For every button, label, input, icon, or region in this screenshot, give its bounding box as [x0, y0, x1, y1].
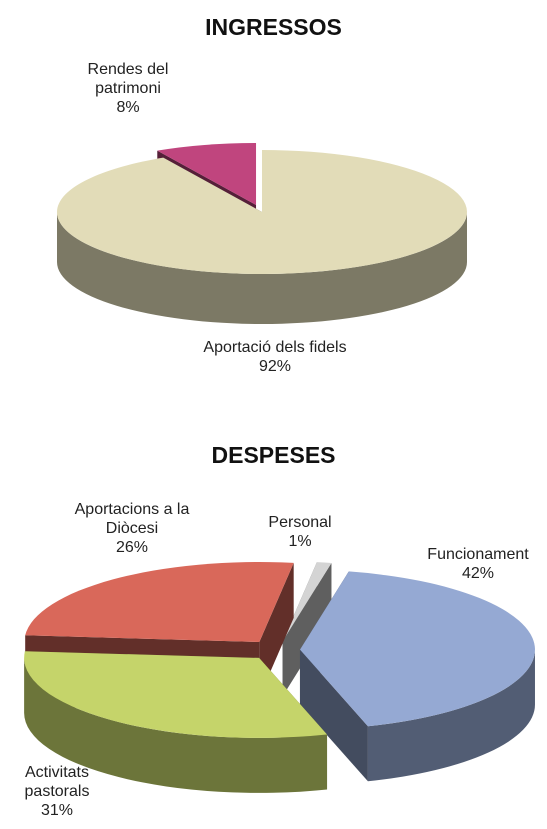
slice-label: Activitats pastorals 31% — [7, 763, 107, 820]
slice-label: Aportacions a la Diòcesi 26% — [67, 500, 197, 557]
slice — [157, 142, 257, 205]
slice-label: Rendes del patrimoni 8% — [68, 60, 188, 117]
slice — [299, 571, 535, 727]
slice-cut — [259, 562, 294, 697]
value-label: 1% — [288, 533, 312, 550]
value-label: 42% — [461, 565, 495, 582]
slice-side — [367, 649, 535, 782]
slice-label: Aportació dels fidels 92% — [175, 338, 375, 376]
value-label: 26% — [115, 539, 149, 556]
category-label: Activitats pastorals — [24, 764, 90, 800]
slice — [24, 651, 328, 738]
slice — [25, 561, 294, 642]
chart-title: DESPESES — [211, 442, 336, 468]
value-label: 31% — [40, 802, 74, 819]
slice-cut — [282, 563, 332, 697]
category-label: Personal — [268, 514, 332, 531]
slice — [282, 562, 332, 642]
slice-side — [57, 212, 467, 324]
slice — [57, 150, 468, 274]
category-label: Rendes del patrimoni — [87, 61, 169, 97]
chart-title: INGRESSOS — [205, 14, 342, 40]
category-label: Aportacions a la Diòcesi — [74, 501, 190, 537]
slice-label: Funcionament 42% — [408, 545, 547, 583]
slice-side — [24, 657, 328, 793]
slice-label: Personal 1% — [255, 513, 345, 551]
value-label: 92% — [258, 358, 292, 375]
slice-cut — [299, 649, 368, 782]
value-label: 8% — [116, 99, 140, 116]
category-label: Aportació dels fidels — [203, 339, 347, 356]
category-label: Funcionament — [427, 546, 529, 563]
